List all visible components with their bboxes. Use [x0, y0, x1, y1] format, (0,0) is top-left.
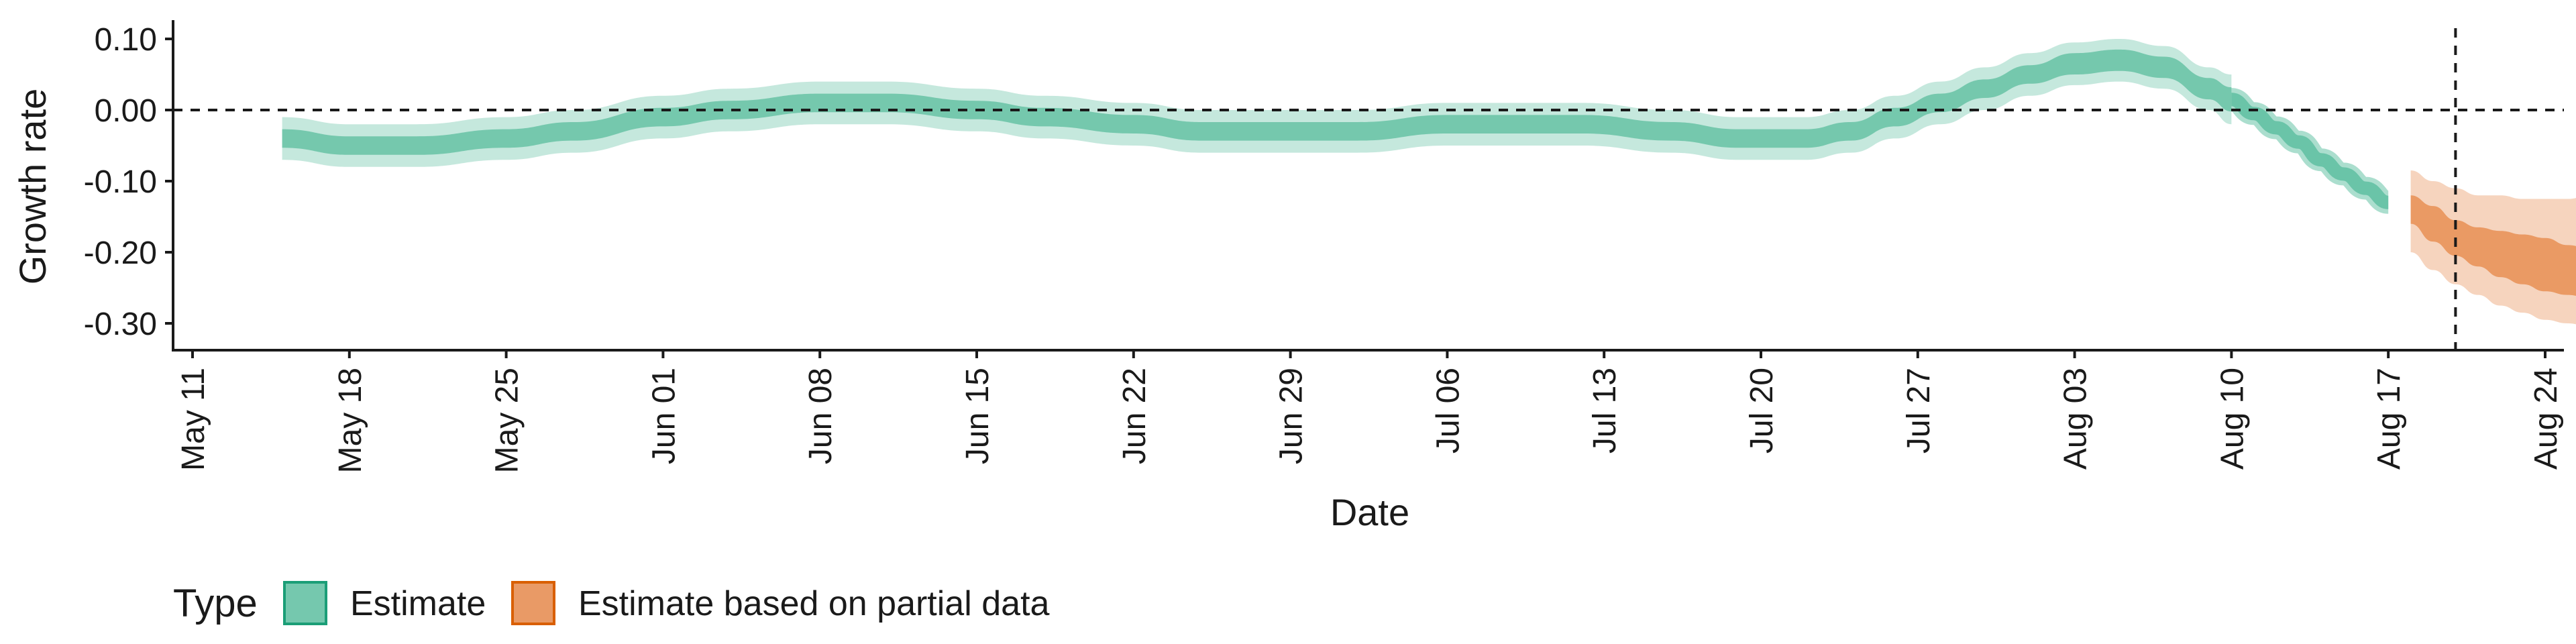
- x-tick-label: May 18: [333, 368, 368, 473]
- x-tick-label: Aug 24: [2528, 368, 2564, 470]
- y-tick-label: -0.30: [84, 307, 157, 342]
- x-tick-label: Jul 13: [1587, 368, 1623, 453]
- x-tick-label: Jul 27: [1901, 368, 1937, 453]
- ribbons-layer: [282, 39, 2576, 325]
- y-axis-title: Growth rate: [11, 89, 54, 285]
- x-tick-label: Jul 06: [1430, 368, 1466, 453]
- legend-label-partial: Estimate based on partial data: [578, 584, 1050, 623]
- x-axis-title: Date: [1330, 491, 1409, 533]
- x-tick-label: Jun 22: [1117, 368, 1152, 464]
- x-tick-label: Aug 03: [2058, 368, 2094, 470]
- x-tick-label: Aug 17: [2371, 368, 2407, 470]
- estimate-tail-inner: [2230, 93, 2390, 209]
- x-tick-label: May 11: [176, 368, 211, 471]
- partial-inner-ribbon: [2410, 195, 2576, 297]
- x-tick-label: Jun 29: [1274, 368, 1309, 464]
- y-tick-label: 0.10: [95, 22, 157, 58]
- legend: Type Estimate Estimate based on partial …: [173, 581, 1050, 625]
- x-tick-label: Jun 08: [803, 368, 839, 464]
- reference-lines-layer: [173, 28, 2564, 350]
- x-tick-label: May 25: [490, 368, 525, 473]
- legend-key-partial: [511, 581, 555, 625]
- x-tick-label: Jun 01: [646, 368, 682, 464]
- y-tick-label: 0.00: [95, 93, 157, 129]
- x-tick-label: Jun 15: [960, 368, 996, 464]
- legend-key-estimate: [283, 581, 327, 625]
- estimate-inner-ribbon: [282, 49, 2232, 155]
- legend-title: Type: [173, 582, 258, 625]
- y-tick-label: -0.10: [84, 164, 157, 200]
- x-tick-label: Jul 20: [1744, 368, 1780, 453]
- y-tick-label: -0.20: [84, 235, 157, 271]
- axes-layer: 0.10 0.00 -0.10 -0.20 -0.30 May 11 May 18 May 2…: [84, 20, 2564, 473]
- x-tick-label: Aug 10: [2214, 368, 2250, 470]
- legend-label-estimate: Estimate: [350, 584, 486, 623]
